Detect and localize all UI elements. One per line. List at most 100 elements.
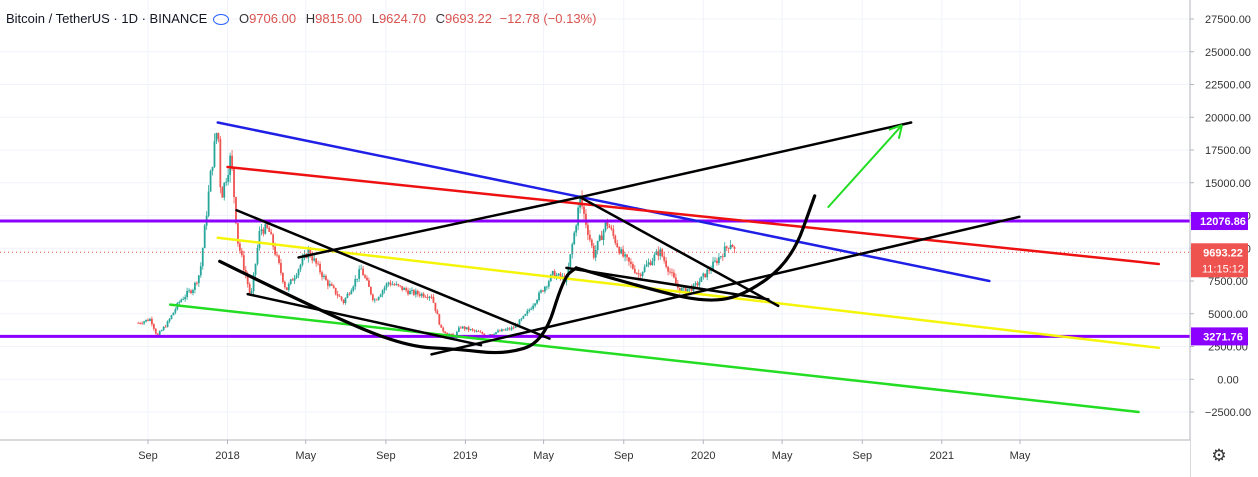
candle-body (624, 254, 626, 257)
candle-body (344, 297, 347, 303)
candle-body (219, 138, 222, 188)
candle-body (194, 282, 196, 290)
candle-body (274, 246, 276, 255)
candle-body (389, 282, 392, 285)
candle-body (352, 286, 355, 291)
candle-body (170, 315, 173, 319)
trend-line (578, 195, 780, 308)
candle-body (651, 261, 654, 266)
candle-body (385, 283, 388, 288)
eye-icon[interactable] (213, 14, 230, 26)
candle-body (225, 181, 228, 183)
candle-body (152, 324, 155, 329)
time-tick-label: 2021 (930, 450, 954, 462)
candle-body (405, 288, 407, 291)
candle-body (714, 260, 716, 262)
candle-body (647, 262, 650, 265)
candle-body (151, 318, 153, 325)
candle-body (231, 155, 233, 169)
symbol-title: Bitcoin / TetherUS · 1D · BINANCE (6, 11, 208, 26)
candle-body (418, 294, 421, 296)
candle-body (428, 296, 431, 298)
candle-body (499, 330, 501, 332)
candle-body (340, 296, 343, 300)
candle-body (426, 297, 429, 298)
candle-body (608, 225, 611, 228)
trend-line (226, 165, 1161, 266)
candle-body (596, 240, 599, 251)
candle-body (506, 328, 509, 330)
gear-icon[interactable]: ⚙ (1211, 446, 1227, 465)
price-tick-label: 20000.00 (1205, 112, 1251, 124)
candle-body (612, 229, 615, 236)
candle-body (379, 294, 382, 297)
candle-body (434, 302, 437, 311)
candle-body (690, 287, 693, 291)
candle-body (643, 266, 646, 272)
trend-line (430, 215, 1021, 356)
candle-body (483, 333, 486, 336)
current-price-tag (1191, 243, 1248, 278)
candle-body (700, 276, 703, 282)
candle-body (383, 287, 386, 291)
candle-body (342, 299, 345, 303)
drawings (168, 121, 1161, 414)
candle-body (456, 331, 458, 338)
candle-body (280, 262, 282, 273)
candle-body (360, 268, 363, 270)
candle-body (718, 257, 720, 264)
candle-body (238, 243, 241, 251)
candle-body (358, 269, 361, 279)
candle-body (291, 279, 294, 281)
candle-body (250, 291, 253, 293)
candle-body (538, 292, 540, 301)
candle-body (446, 333, 449, 335)
candle-body (450, 333, 452, 335)
candle-body (233, 168, 235, 198)
candle-body (260, 229, 263, 232)
candle-body (512, 327, 515, 329)
candle-body (673, 272, 675, 278)
candle-body (723, 246, 726, 257)
candle-body (172, 312, 175, 316)
candle-body (663, 256, 666, 261)
candle-body (727, 247, 730, 249)
time-tick-label: May (1010, 450, 1031, 462)
candle-body (143, 321, 145, 324)
time-tick-label: 2019 (453, 450, 477, 462)
close-value: 9693.22 (444, 11, 492, 26)
candle-body (585, 213, 587, 225)
candle-body (674, 277, 677, 284)
candle-body (237, 223, 239, 244)
candle-body (667, 266, 669, 272)
candle-body (240, 250, 243, 256)
candle-body (508, 328, 511, 330)
time-tick-label: Sep (138, 450, 158, 462)
candle-body (330, 283, 333, 286)
candle-body (545, 286, 548, 288)
candle-body (665, 260, 668, 267)
candle-body (626, 254, 628, 258)
candle-body (201, 248, 204, 267)
time-tick-label: Sep (852, 450, 872, 462)
candle-body (491, 334, 494, 335)
candle-body (588, 234, 591, 240)
candle-body (641, 271, 644, 276)
candle-body (164, 326, 167, 328)
candle-body (465, 327, 468, 330)
candle-body (706, 269, 709, 278)
candle-body (211, 166, 214, 171)
candle-body (442, 327, 445, 332)
price-tick-label: −2500.00 (1205, 407, 1251, 419)
time-axis-bg (0, 440, 1190, 477)
price-axis: 27500.00 25000.00 22500.00 20000.00 17500.00… (1189, 0, 1258, 477)
candle-body (190, 290, 192, 294)
trend-line (246, 292, 483, 347)
candle-body (188, 290, 190, 292)
trend-line (216, 236, 1161, 350)
candle-body (704, 273, 707, 278)
candle-body (158, 331, 161, 335)
candle-body (522, 315, 525, 319)
